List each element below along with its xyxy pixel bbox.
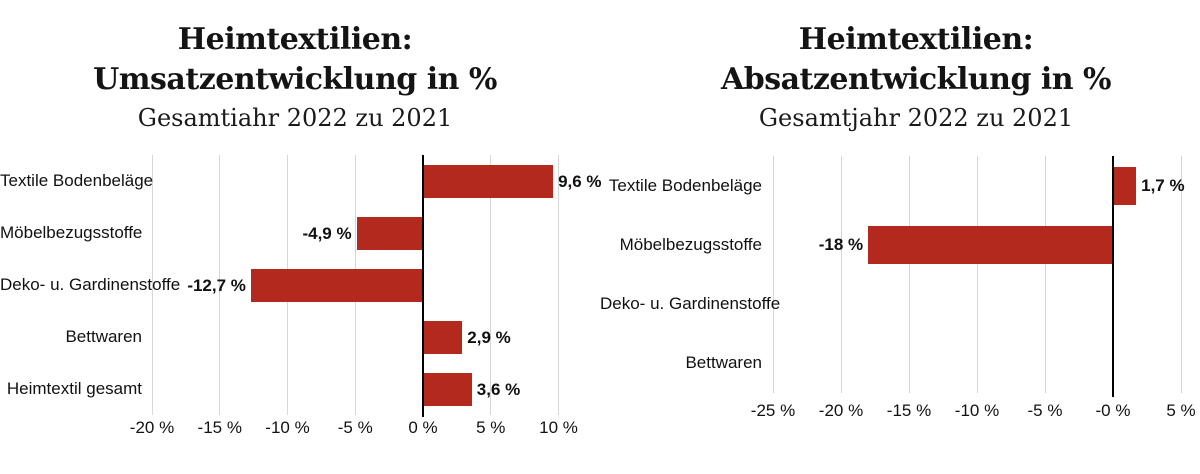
- plot-area-umsatz: -20 % -15 % -10 % -5 % 0 % 5 % 10 % Textile Bod…: [0, 155, 602, 437]
- value-label: 3,6 %: [476, 379, 521, 399]
- gridline: [1180, 156, 1182, 393]
- x-tick-label: -15 %: [886, 401, 932, 420]
- chart-subtitle-umsatz: Gesamtiahr 2022 zu 2021: [137, 104, 453, 132]
- gridline: [1044, 156, 1046, 393]
- value-label: 9,6 %: [558, 171, 602, 191]
- category-label: Möbelbezugsstoffe: [619, 234, 762, 254]
- plot-area-absatz: -25 % -20 % -15 % -10 % -5 % -0 % 5 % Textile B…: [600, 0, 1200, 474]
- gridline: [840, 156, 842, 393]
- value-label: -12,7 %: [187, 275, 246, 295]
- bar: [868, 225, 1113, 264]
- chart-absatzentwicklung: Heimtextilien: Absatzentwicklung in % Ge…: [600, 0, 1200, 474]
- chart-subtitle-absatz: Gesamtjahr 2022 zu 2021: [758, 104, 1074, 132]
- bar: [356, 216, 423, 250]
- gridline: [151, 155, 153, 415]
- category-label: Bettwaren: [65, 327, 142, 346]
- chart-title-line1: Heimtextilien:: [798, 22, 1034, 57]
- x-tick-label: -10 %: [954, 401, 1000, 420]
- x-tick-label: -20 %: [818, 401, 864, 420]
- x-tick-label: -25 %: [750, 401, 796, 420]
- x-tick-label: 0 %: [408, 418, 438, 437]
- category-label: Bettwaren: [685, 353, 762, 373]
- chart-title-line2: Umsatzentwicklung in %: [93, 62, 497, 97]
- chart-header-absatz: Heimtextilien: Absatzentwicklung in % Ge…: [616, 20, 1200, 133]
- value-label: 1,7 %: [1141, 175, 1185, 195]
- bar: [423, 372, 472, 406]
- gridline: [976, 156, 978, 393]
- x-tick-label: -15 %: [197, 418, 242, 437]
- gridline: [490, 155, 492, 415]
- value-label: -4,9 %: [302, 223, 352, 243]
- gridline: [558, 155, 559, 415]
- chart-title-umsatz: Heimtextilien: Umsatzentwicklung in %: [0, 20, 595, 100]
- chart-umsatzentwicklung: Heimtextilien: Umsatzentwicklung in % Ge…: [0, 20, 602, 437]
- chart-title-line1: Heimtextilien:: [177, 22, 413, 57]
- x-tick-label: -0 %: [1095, 401, 1131, 420]
- category-label: Deko- u. Gardinenstoffe: [0, 275, 181, 294]
- category-label: Textile Bodenbeläge: [608, 175, 762, 195]
- value-label: -18 %: [818, 234, 864, 254]
- x-tick-label: 5 %: [476, 418, 506, 437]
- chart-title-absatz: Heimtextilien: Absatzentwicklung in %: [616, 20, 1200, 100]
- bar: [423, 320, 463, 354]
- category-label: Möbelbezugsstoffe: [0, 223, 143, 242]
- zero-axis-line: [422, 155, 424, 417]
- value-label: 2,9 %: [467, 327, 511, 347]
- x-tick-label: -10 %: [265, 418, 310, 437]
- category-label: Heimtextil gesamt: [6, 379, 142, 398]
- x-tick-label: -20 %: [129, 418, 175, 437]
- gridline: [219, 155, 221, 415]
- x-tick-label: 10 %: [539, 418, 578, 437]
- category-label: Textile Bodenbeläge: [0, 171, 154, 190]
- gridline: [772, 156, 774, 393]
- chart-title-line2: Absatzentwicklung in %: [720, 62, 1112, 97]
- x-tick-label: -5 %: [1027, 401, 1063, 420]
- x-tick-label: 5 %: [1166, 401, 1196, 420]
- gridline: [908, 156, 910, 393]
- x-tick-label: -5 %: [337, 418, 373, 437]
- bar: [423, 164, 554, 198]
- bar: [1113, 166, 1137, 205]
- category-label: Deko- u. Gardinenstoffe: [600, 294, 781, 314]
- chart-header-umsatz: Heimtextilien: Umsatzentwicklung in % Ge…: [0, 20, 595, 133]
- bar: [250, 268, 423, 302]
- zero-axis-line: [1112, 156, 1114, 397]
